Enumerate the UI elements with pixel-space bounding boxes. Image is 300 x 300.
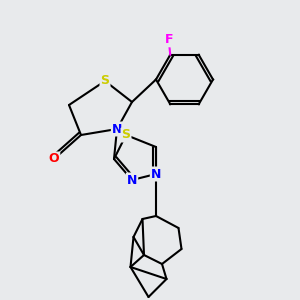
Text: N: N <box>151 167 161 181</box>
Text: O: O <box>49 152 59 166</box>
Text: S: S <box>100 74 109 88</box>
Text: N: N <box>127 173 137 187</box>
Text: S: S <box>122 128 130 142</box>
Text: N: N <box>112 122 122 136</box>
Text: F: F <box>164 33 173 46</box>
